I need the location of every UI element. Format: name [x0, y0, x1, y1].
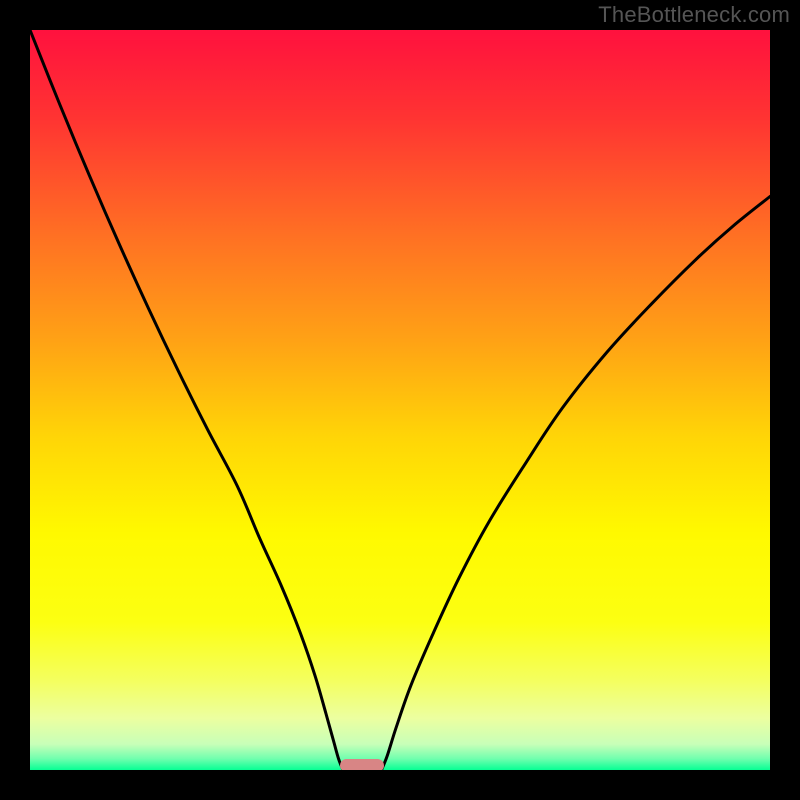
watermark-text: TheBottleneck.com	[598, 2, 790, 28]
plot-frame	[30, 30, 770, 770]
bottleneck-curve	[30, 30, 770, 770]
optimal-marker	[340, 759, 384, 770]
plot-area	[30, 30, 770, 770]
